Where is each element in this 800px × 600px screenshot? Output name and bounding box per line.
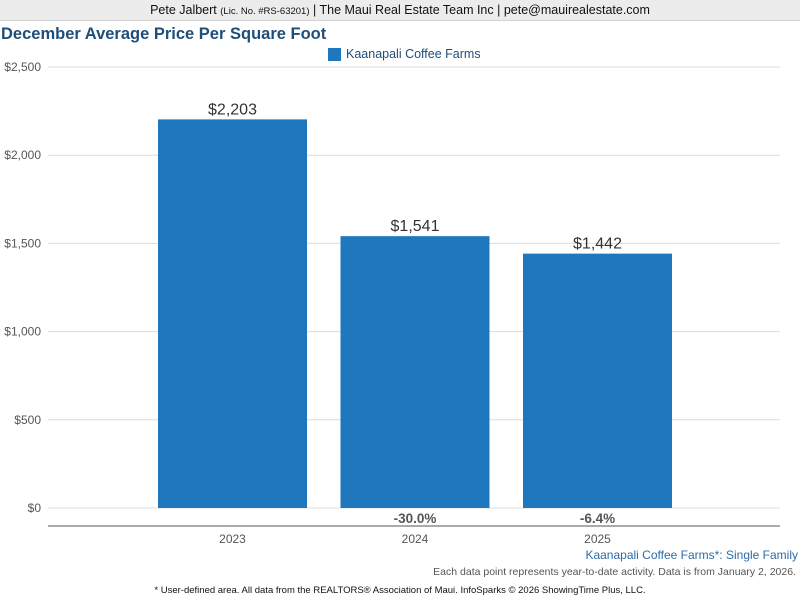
- agency-contact: | The Maui Real Estate Team Inc | pete@m…: [312, 3, 650, 17]
- y-tick-label: $1,500: [4, 236, 41, 250]
- y-tick-label: $500: [14, 413, 41, 427]
- data-label: $2,203: [208, 101, 257, 118]
- data-label: $1,442: [573, 236, 622, 253]
- x-tick-label: 2023: [219, 532, 246, 546]
- change-label: -30.0%: [394, 511, 437, 526]
- change-label: -6.4%: [580, 511, 615, 526]
- x-tick-label: 2024: [402, 532, 429, 546]
- data-note: Each data point represents year-to-date …: [433, 566, 796, 578]
- legal-footer: * User-defined area. All data from the R…: [154, 585, 646, 596]
- y-tick-label: $2,500: [4, 60, 41, 74]
- y-tick-label: $0: [28, 501, 42, 515]
- chart-title: December Average Price Per Square Foot: [1, 25, 327, 43]
- legend-label: Kaanapali Coffee Farms: [346, 47, 481, 61]
- bar-2025: [523, 253, 672, 508]
- legend-swatch: [328, 47, 341, 61]
- bar-2023: [158, 119, 307, 508]
- y-tick-label: $2,000: [4, 148, 41, 162]
- series-footnote[interactable]: Kaanapali Coffee Farms*: Single Family: [585, 548, 798, 562]
- data-label: $1,541: [391, 218, 440, 235]
- header-bar: Pete Jalbert (Lic. No. #RS-63201) | The …: [0, 0, 800, 21]
- legend[interactable]: Kaanapali Coffee Farms: [328, 46, 481, 62]
- agent-name: Pete Jalbert: [150, 3, 217, 17]
- bar-2024: [340, 236, 490, 508]
- x-tick-label: 2025: [584, 532, 611, 546]
- y-tick-label: $1,000: [4, 325, 41, 339]
- license-number: (Lic. No. #RS-63201): [220, 6, 310, 17]
